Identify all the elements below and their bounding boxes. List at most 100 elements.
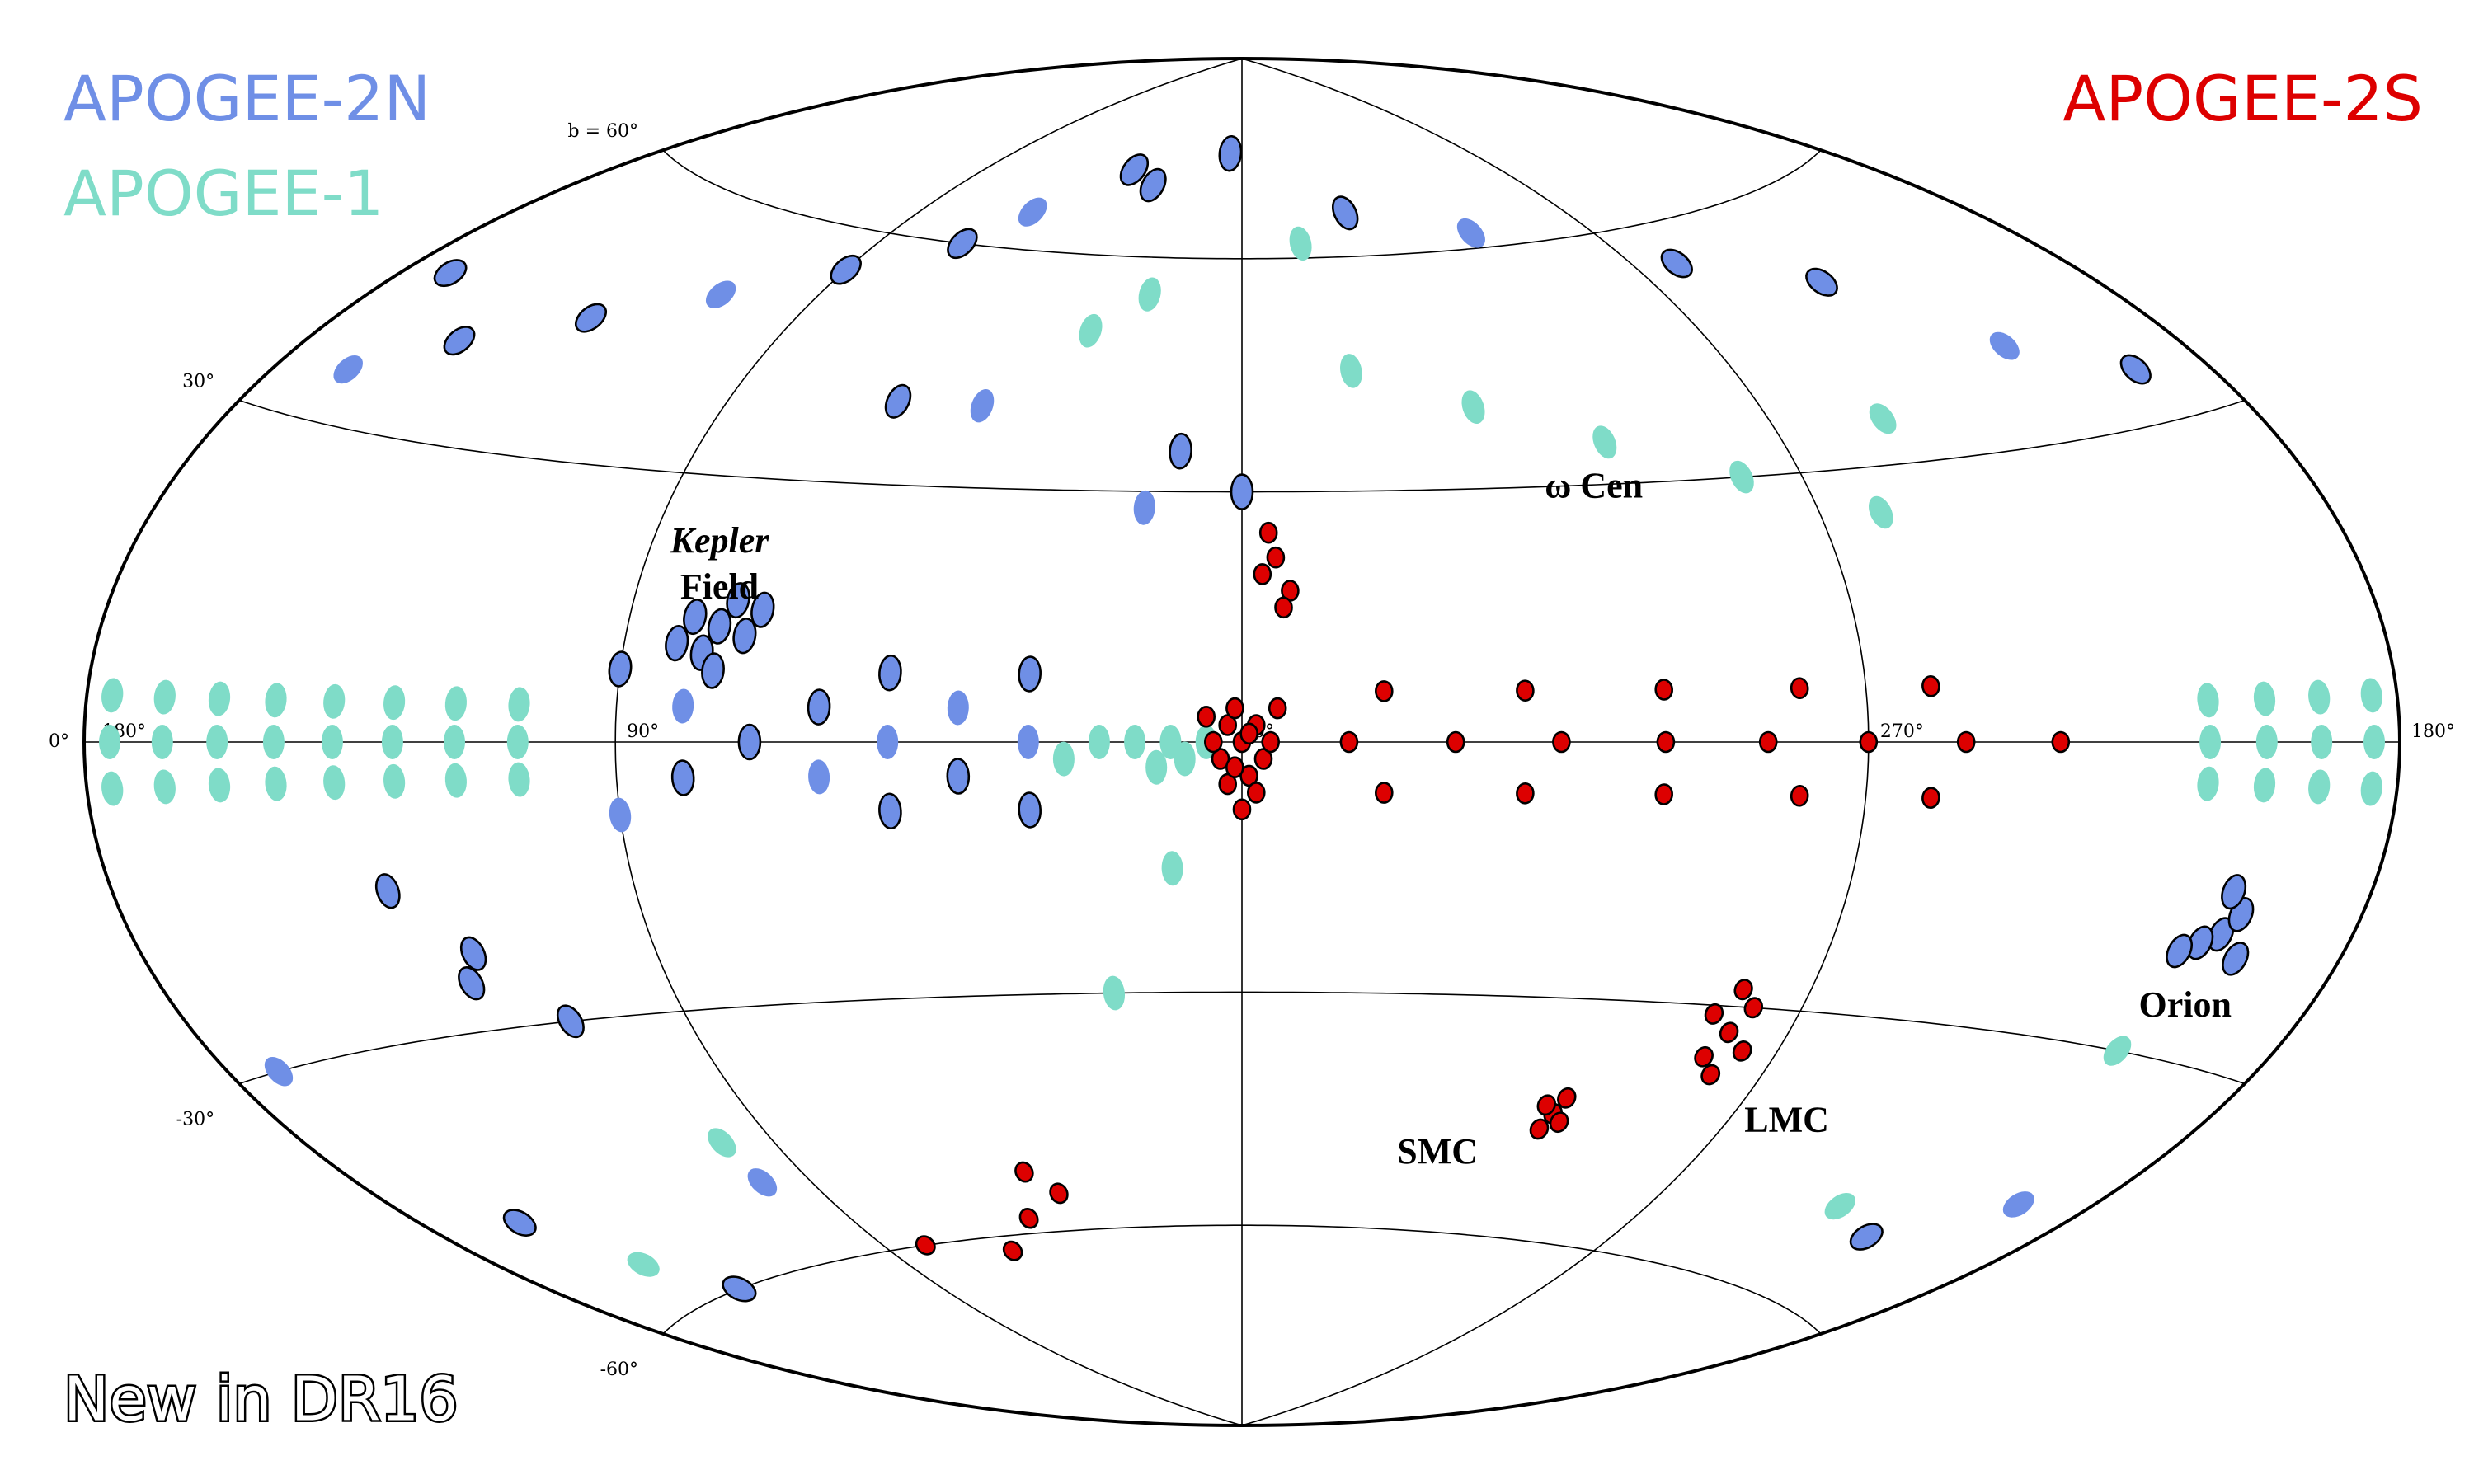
- field: [683, 599, 708, 636]
- field: [877, 725, 899, 759]
- field: [1446, 730, 1465, 754]
- field: [383, 685, 406, 721]
- lon-label: 270°: [1880, 721, 1924, 742]
- field: [556, 1004, 585, 1039]
- field: [2002, 1191, 2034, 1218]
- field: [506, 725, 529, 759]
- field: [459, 936, 487, 971]
- field: [1002, 1240, 1023, 1261]
- field: [1230, 473, 1254, 510]
- field: [1225, 697, 1244, 720]
- field: [947, 690, 969, 726]
- field: [1700, 1064, 1721, 1086]
- field: [1049, 1182, 1069, 1205]
- field: [1849, 1223, 1884, 1251]
- field: [1139, 167, 1167, 203]
- field: [1258, 521, 1278, 544]
- field: [1289, 226, 1312, 261]
- field: [732, 618, 757, 655]
- field: [1261, 730, 1280, 754]
- field: [1732, 1040, 1752, 1062]
- field: [2255, 725, 2278, 759]
- field: [1239, 722, 1258, 745]
- field: [265, 766, 287, 801]
- field: [1921, 675, 1940, 697]
- field: [2103, 1036, 2132, 1066]
- meridian: [614, 58, 1243, 1426]
- field: [947, 228, 978, 260]
- field: [608, 650, 633, 688]
- region-label: Kepler: [670, 520, 770, 561]
- field: [1694, 1045, 1714, 1068]
- field: [1138, 277, 1161, 312]
- field: [2051, 730, 2071, 754]
- field: [670, 759, 695, 796]
- field: [1018, 197, 1047, 227]
- field: [701, 652, 725, 689]
- field: [1516, 679, 1535, 702]
- field: [1017, 725, 1039, 759]
- field: [627, 1252, 660, 1277]
- field: [1654, 783, 1674, 805]
- field: [665, 624, 689, 662]
- field: [2221, 874, 2247, 910]
- lon-label: 90°: [627, 721, 659, 742]
- field: [1340, 354, 1362, 388]
- field: [1516, 782, 1535, 805]
- field: [383, 763, 406, 799]
- region-label: SMC: [1397, 1131, 1478, 1172]
- field: [807, 688, 831, 726]
- fields: [99, 134, 2385, 1303]
- field: [1536, 1094, 1557, 1116]
- field: [1868, 495, 1893, 529]
- field: [830, 254, 862, 285]
- field: [1197, 706, 1216, 728]
- lon-label: 180°: [2411, 721, 2455, 742]
- region-label: Field: [680, 566, 759, 607]
- field: [878, 792, 902, 830]
- field: [737, 723, 762, 761]
- field: [1456, 218, 1485, 248]
- field: [708, 1128, 736, 1158]
- field: [1218, 134, 1243, 172]
- note: New in DR16: [63, 1364, 458, 1435]
- field: [443, 326, 476, 356]
- field: [1758, 730, 1778, 754]
- field: [1052, 741, 1075, 777]
- field: [1704, 1003, 1724, 1025]
- field: [1790, 785, 1809, 807]
- field: [1018, 1208, 1039, 1229]
- field: [2360, 771, 2382, 806]
- boundary: [1241, 57, 2402, 1427]
- field: [2311, 725, 2333, 759]
- field: [153, 679, 176, 715]
- lat-label: -60°: [600, 1360, 638, 1380]
- legend-label: APOGEE-2S: [2062, 62, 2423, 135]
- field: [1232, 798, 1252, 821]
- field: [2253, 681, 2276, 716]
- field: [707, 608, 732, 645]
- field: [2222, 942, 2250, 976]
- field: [508, 687, 530, 722]
- field: [262, 725, 285, 759]
- field: [726, 582, 750, 619]
- field: [1656, 730, 1676, 754]
- field: [1719, 1021, 1739, 1044]
- field: [2197, 683, 2219, 718]
- field: [609, 797, 632, 833]
- field: [1274, 596, 1293, 619]
- field: [747, 1168, 778, 1197]
- field: [1654, 679, 1674, 701]
- region-label: LMC: [1744, 1099, 1829, 1139]
- field: [878, 654, 902, 692]
- field: [381, 725, 403, 759]
- field: [1921, 787, 1940, 809]
- field: [1557, 1087, 1577, 1109]
- field: [1088, 725, 1110, 759]
- field: [1145, 749, 1168, 785]
- field: [1374, 782, 1394, 804]
- field: [1253, 563, 1272, 585]
- boundary: [82, 57, 1243, 1427]
- field: [946, 758, 971, 795]
- field: [374, 873, 401, 909]
